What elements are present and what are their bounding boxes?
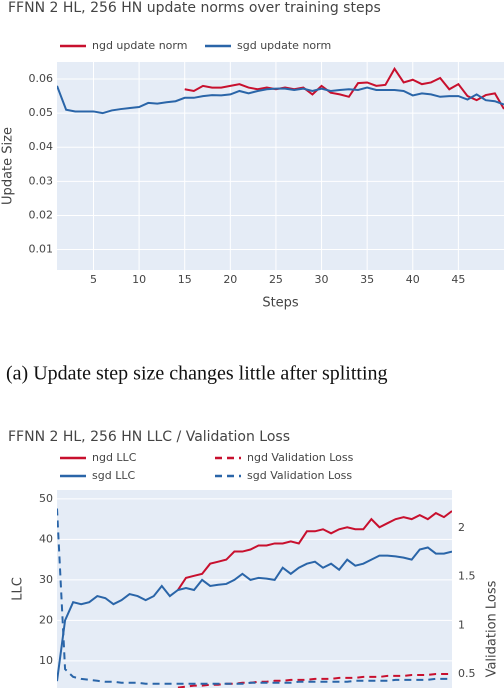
series-line: [184, 66, 504, 110]
plot-lines: [57, 508, 452, 688]
chart-title: FFNN 2 HL, 256 HN LLC / Validation Loss: [8, 429, 290, 445]
legend-label: ngd update norm: [92, 39, 187, 52]
chart-title: FFNN 2 HL, 256 HN update norms over trai…: [8, 0, 381, 16]
x-tick-label: 5: [90, 273, 97, 286]
x-tick-label: 45: [451, 273, 465, 286]
legend-label: sgd update norm: [237, 39, 331, 52]
y-tick-label: 30: [39, 573, 53, 586]
y-tick-label: 0.03: [29, 174, 54, 187]
x-tick-label: 20: [223, 273, 237, 286]
series-line: [57, 546, 452, 682]
y-tick-label: 0.06: [29, 72, 54, 85]
x-tick-label: 10: [132, 273, 146, 286]
plot-lines: [57, 66, 504, 115]
y-axis-title: LLC: [11, 577, 26, 601]
legend-label: sgd LLC: [92, 469, 135, 482]
x-tick-label: 25: [269, 273, 283, 286]
x-axis-title: Steps: [262, 296, 299, 311]
y2-tick-label: 1.5: [458, 570, 476, 583]
y2-tick-label: 0.5: [458, 667, 476, 680]
legend-label: ngd LLC: [92, 451, 137, 464]
caption: (a) Update step size changes little afte…: [6, 363, 388, 385]
y-tick-label: 0.02: [29, 208, 54, 221]
x-tick-label: 15: [178, 273, 192, 286]
series-line: [57, 85, 504, 115]
y-tick-label: 40: [39, 532, 53, 545]
series-line: [177, 510, 452, 591]
y2-axis-title: Validation Loss: [485, 580, 500, 677]
y-tick-label: 20: [39, 613, 53, 626]
y-tick-label: 0.04: [29, 140, 54, 153]
x-tick-label: 30: [315, 273, 329, 286]
y-axis-title: Update Size: [1, 127, 16, 205]
x-tick-label: 35: [360, 273, 374, 286]
series-line: [57, 508, 452, 685]
y-tick-label: 10: [39, 654, 53, 667]
legend-label: sgd Validation Loss: [247, 469, 352, 482]
y-tick-label: 50: [39, 492, 53, 505]
y-tick-label: 0.05: [29, 106, 54, 119]
y-tick-label: 0.01: [29, 243, 54, 256]
plot-area: [57, 62, 504, 270]
series-line: [177, 672, 452, 688]
y2-tick-label: 1: [458, 618, 465, 631]
x-tick-label: 40: [406, 273, 420, 286]
y2-tick-label: 2: [458, 521, 465, 534]
legend-label: ngd Validation Loss: [247, 451, 354, 464]
